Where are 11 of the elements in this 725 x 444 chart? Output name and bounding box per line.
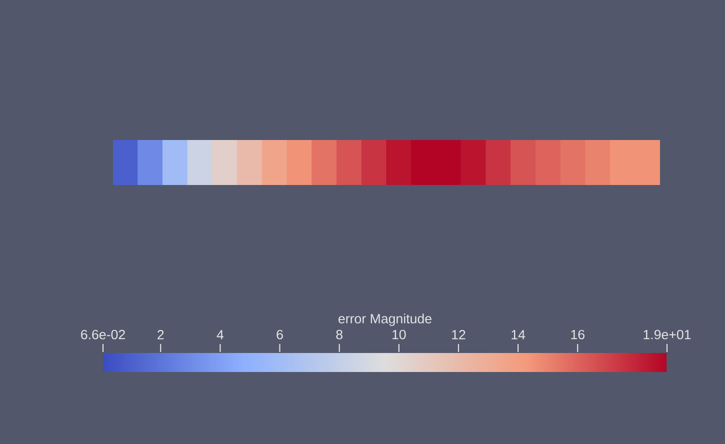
color-bar-label: 16	[571, 330, 584, 340]
color-bar-label: 1.9e+01	[644, 330, 691, 340]
color-bar-label: 2	[158, 330, 164, 340]
color-bar-title: error Magnitude	[338, 314, 432, 326]
color-bar-label: 10	[392, 330, 406, 340]
color-bar-label: 8	[336, 330, 342, 340]
color-bar-label: 4	[216, 330, 224, 340]
color-bar-label: 6.6e-02	[81, 330, 125, 340]
color-bar-label: 14	[512, 330, 526, 340]
color-bar-label: 12	[452, 330, 466, 340]
color-bar-label: 6	[276, 330, 283, 340]
